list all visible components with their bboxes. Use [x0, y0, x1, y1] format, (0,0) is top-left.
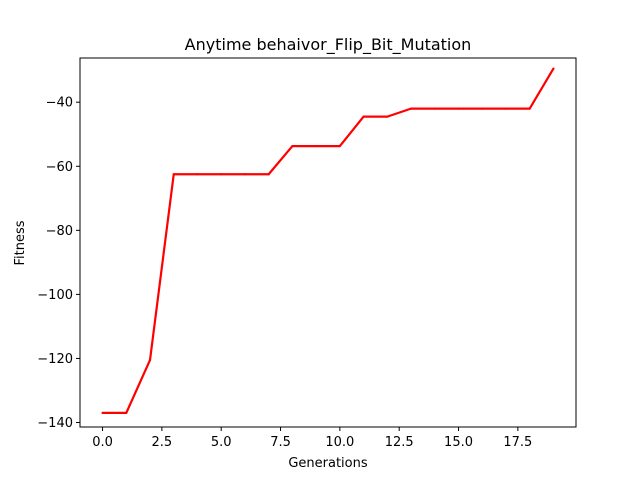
- x-tick-label: 15.0: [444, 435, 473, 450]
- data-point: [101, 411, 104, 415]
- data-point: [504, 107, 508, 110]
- x-tick-label: 12.5: [385, 435, 414, 450]
- y-axis-ticks: −140 −120 −100 −80 −60 −40: [37, 96, 80, 431]
- data-point: [481, 107, 484, 110]
- y-tick-label: −120: [37, 352, 73, 367]
- data-point: [409, 107, 413, 110]
- y-axis-label: Fitness: [13, 220, 28, 265]
- x-axis-label: Generations: [288, 456, 368, 471]
- y-tick-label: −40: [46, 96, 73, 111]
- x-tick-label: 2.5: [152, 435, 173, 450]
- y-tick-label: −60: [46, 160, 73, 175]
- fitness-series-line: [102, 68, 555, 415]
- plot-area-frame: [79, 57, 577, 428]
- data-point: [528, 107, 531, 110]
- x-tick-label: 17.5: [503, 435, 532, 450]
- data-point: [457, 107, 460, 110]
- y-tick-label: −140: [37, 416, 73, 431]
- y-tick-label: −100: [37, 288, 73, 303]
- data-point: [386, 115, 389, 118]
- data-point: [196, 173, 199, 176]
- data-points: [101, 67, 555, 415]
- x-axis-ticks: 0.0 2.5 5.0 7.5 10.0 12.5 15.0 17.5: [92, 427, 532, 450]
- data-point: [433, 107, 436, 110]
- data-point: [267, 173, 270, 176]
- data-point: [315, 144, 318, 148]
- x-tick-label: 5.0: [211, 435, 232, 450]
- data-point: [362, 115, 365, 118]
- data-point: [220, 173, 223, 176]
- data-point: [243, 173, 247, 176]
- x-tick-label: 0.0: [92, 435, 113, 450]
- data-point: [172, 173, 175, 176]
- data-point: [125, 411, 128, 415]
- y-tick-label: −80: [46, 224, 73, 239]
- data-point: [338, 144, 341, 148]
- x-tick-label: 10.0: [325, 435, 354, 450]
- data-point: [291, 144, 294, 148]
- x-tick-label: 7.5: [270, 435, 291, 450]
- data-point: [148, 358, 152, 362]
- chart-title: Anytime behaivor_Flip_Bit_Mutation: [185, 35, 472, 55]
- data-point: [552, 67, 555, 70]
